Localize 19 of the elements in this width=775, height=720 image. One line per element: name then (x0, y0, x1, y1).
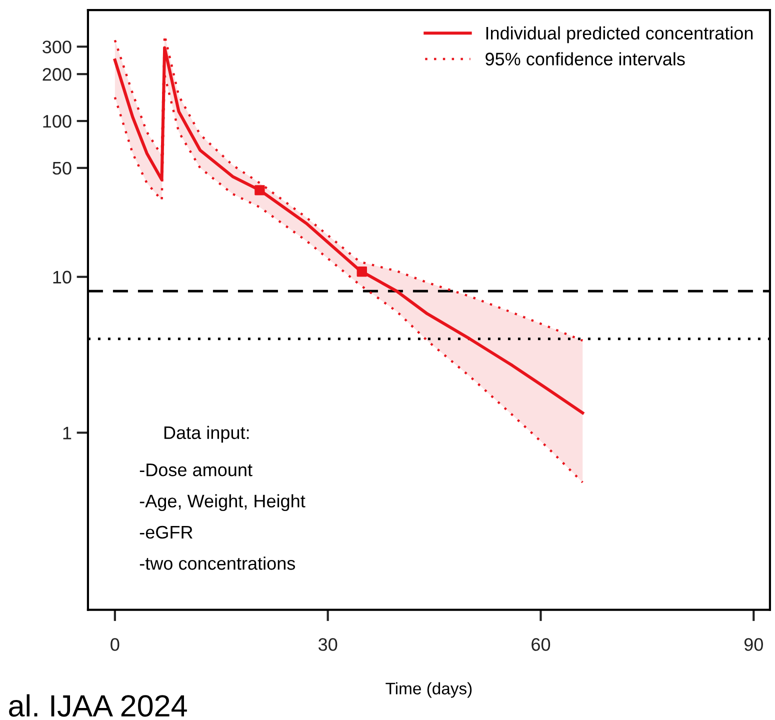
y-tick-label: 300 (42, 40, 72, 54)
annotation: -Age, Weight, Height (140, 494, 306, 512)
legend-label: Individual predicted concentration (486, 26, 753, 44)
y-tick-label: 100 (43, 114, 72, 128)
text: al. IJAA 2024 (9, 694, 187, 717)
annotation: -eGFR (140, 526, 192, 539)
y-tick-label: 10 (53, 270, 72, 284)
x-tick-label: 0 (110, 638, 120, 651)
annotation: Data input: (164, 426, 249, 443)
y-tick-label: 50 (52, 162, 72, 175)
y-tick-label: 200 (42, 68, 72, 81)
y-tick-label: 1 (63, 426, 72, 440)
x-tick-label: 30 (318, 638, 338, 651)
x-tick-label: 60 (532, 638, 550, 651)
x-axis-title: Time (days) (386, 682, 472, 698)
x-tick-label: 90 (744, 638, 763, 651)
annotation: -Dose amount (140, 464, 252, 476)
annotation: -two concentrations (140, 556, 296, 570)
legend-label: 95% confidence intervals (486, 52, 685, 66)
